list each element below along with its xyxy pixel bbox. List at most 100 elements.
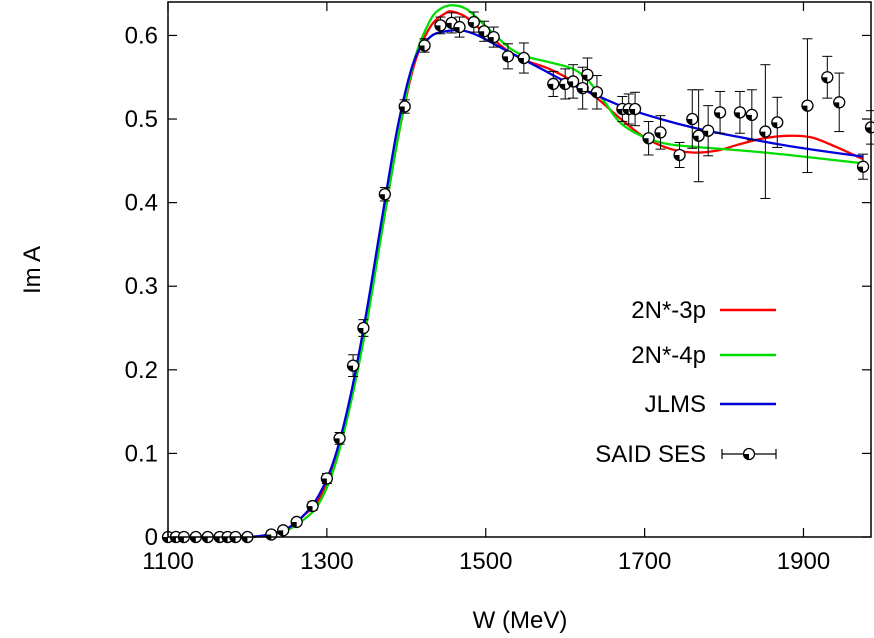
data-point: [759, 64, 772, 199]
point-marker-fill: [222, 537, 228, 543]
data-point: [398, 99, 411, 114]
point-marker-fill: [591, 92, 597, 98]
point-marker-fill: [347, 365, 354, 372]
y-tick-label: 0.6: [125, 22, 158, 49]
point-marker-fill: [857, 166, 864, 173]
point-marker-fill: [419, 45, 425, 51]
point-marker-fill: [547, 83, 554, 90]
data-point: [590, 75, 604, 110]
data-point: [856, 153, 870, 180]
point-marker-fill: [654, 132, 661, 138]
point-marker-fill: [241, 537, 248, 543]
data-point: [745, 89, 758, 141]
series-line-1: [167, 4, 864, 539]
point-marker-fill: [468, 22, 474, 28]
point-marker-fill: [865, 127, 871, 133]
data-point: [434, 16, 447, 35]
point-marker-fill: [559, 83, 566, 90]
data-point: [517, 42, 531, 74]
point-marker-fill: [581, 74, 588, 81]
legend-swatch-said-ses: [721, 447, 777, 461]
point-marker-fill: [759, 131, 766, 138]
data-point: [821, 55, 834, 99]
y-tick-label: 0.5: [125, 106, 158, 133]
data-point: [453, 16, 466, 38]
data-point: [346, 354, 360, 377]
legend-label-2n3p: 2N*-3p: [631, 297, 706, 324]
point-marker-fill: [190, 537, 196, 543]
point-marker-fill: [643, 138, 649, 144]
point-marker-fill: [616, 109, 623, 115]
point-marker-fill: [771, 122, 778, 128]
data-point: [265, 528, 278, 541]
y-tick-label: 0.4: [125, 190, 158, 217]
point-marker-fill: [629, 109, 636, 115]
point-marker-fill: [702, 130, 709, 137]
data-point: [673, 141, 686, 169]
legend-label-jlms: JLMS: [645, 391, 706, 418]
point-marker-fill: [674, 154, 680, 161]
points-layer: [161, 11, 874, 544]
data-point: [713, 90, 727, 134]
data-point: [501, 43, 515, 70]
y-tick-label: 0.1: [125, 440, 158, 467]
point-marker-fill: [488, 37, 494, 43]
x-tick-label: 1500: [459, 548, 512, 575]
point-marker-fill: [434, 25, 441, 31]
point-marker-fill: [734, 112, 740, 118]
data-point: [702, 105, 715, 157]
data-point: [801, 38, 814, 174]
x-axis-title: W (MeV): [473, 607, 568, 634]
point-marker-fill: [567, 81, 574, 87]
point-marker-fill: [478, 31, 485, 37]
data-point: [487, 26, 500, 48]
point-marker-fill: [623, 109, 629, 115]
point-marker-fill: [714, 112, 721, 118]
plot-frame: [167, 1, 872, 538]
data-point: [320, 472, 334, 485]
point-marker-fill: [801, 105, 808, 112]
data-point: [581, 57, 594, 92]
point-marker-fill: [162, 537, 168, 543]
point-marker-fill: [202, 537, 208, 543]
point-marker-fill: [357, 328, 364, 334]
point-marker-fill: [577, 88, 583, 94]
ticks-layer: 1100 1300 1500 1700 1900 0 0.1 0.2 0.3 0.4 0.5 0.6: [125, 2, 871, 575]
data-point: [642, 121, 655, 156]
data-point: [478, 20, 491, 42]
point-marker-fill: [693, 135, 699, 142]
point-marker-fill: [833, 102, 840, 108]
data-point: [771, 96, 784, 148]
data-point: [654, 115, 667, 150]
point-marker-fill: [821, 77, 828, 83]
y-axis-title: Im A: [19, 246, 46, 294]
point-marker-fill: [230, 537, 236, 543]
point-marker-fill: [321, 478, 327, 484]
legend-label-said-ses: SAID SES: [595, 441, 706, 468]
data-point: [290, 515, 303, 529]
data-point: [547, 70, 560, 97]
x-tick-label: 1100: [142, 548, 194, 575]
point-marker-fill: [170, 537, 176, 543]
data-point: [833, 72, 846, 133]
x-tick-label: 1700: [618, 548, 671, 575]
data-point: [733, 90, 747, 134]
y-tick-label: 0.3: [125, 273, 158, 300]
x-tick-label: 1300: [300, 548, 353, 575]
y-tick-label: 0: [145, 524, 158, 551]
legend-label-2n4p: 2N*-4p: [631, 342, 706, 369]
point-marker-fill: [518, 58, 524, 64]
point-marker-fill: [379, 194, 385, 200]
data-point: [277, 524, 290, 537]
point-marker-fill: [214, 537, 220, 543]
data-point: [566, 64, 580, 99]
data-point: [306, 499, 319, 513]
legend: 2N*-3p 2N*-4p JLMS SAID SES: [595, 297, 777, 468]
y-tick-label: 0.2: [125, 357, 158, 384]
data-point: [686, 89, 699, 149]
point-marker-fill: [307, 506, 313, 512]
point-marker-fill: [291, 521, 297, 528]
data-point: [378, 187, 392, 202]
